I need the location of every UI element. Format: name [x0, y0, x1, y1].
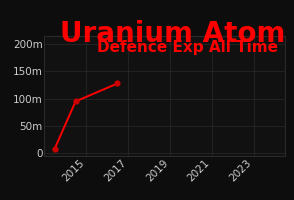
Text: Uranium Atom: Uranium Atom: [60, 20, 285, 48]
Text: Defence Exp All Time: Defence Exp All Time: [97, 40, 278, 55]
